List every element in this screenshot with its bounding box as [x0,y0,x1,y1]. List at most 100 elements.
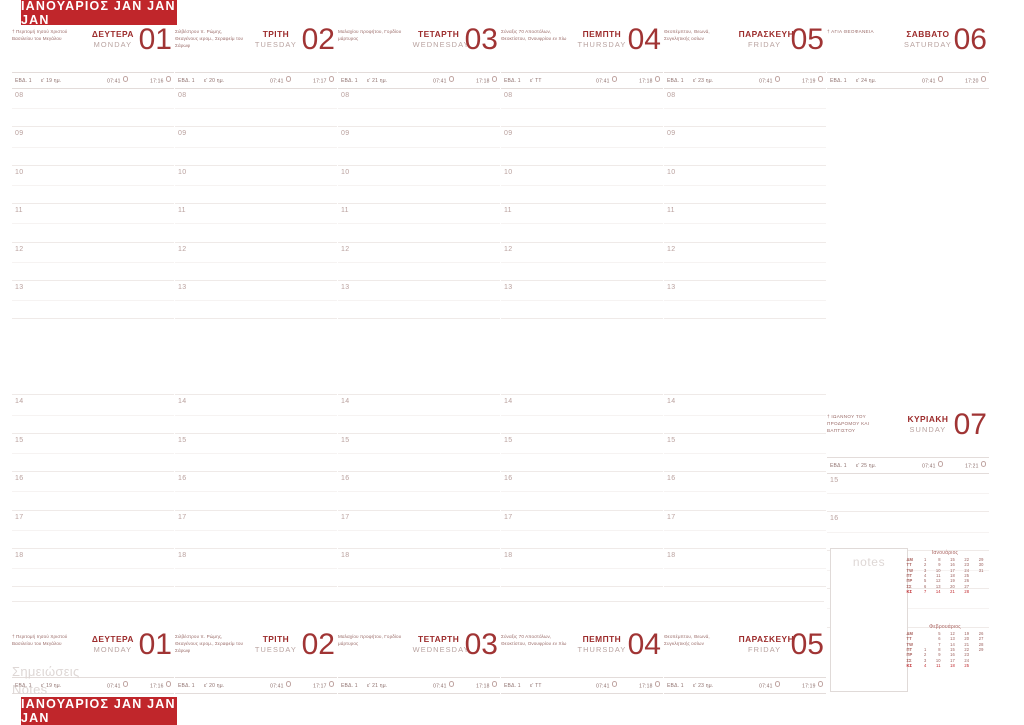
hour-slot[interactable]: 14 [12,395,174,434]
hour-slot[interactable]: 13 [175,281,337,320]
mini-calendar-day[interactable]: 21 [950,589,955,595]
hour-slot[interactable]: 15 [338,434,500,473]
mini-calendar-day[interactable]: 7 [938,641,941,647]
hour-slot[interactable]: 18 [175,549,337,588]
hour-slot[interactable]: 10 [12,166,174,205]
hour-slot[interactable]: 14 [501,395,663,434]
hour-slot[interactable]: 17 [175,511,337,549]
mini-calendar-day[interactable]: 18 [950,573,955,579]
hour-slot[interactable]: 12 [501,243,663,281]
hour-slot[interactable]: 09 [664,127,826,166]
hour-slot[interactable]: 18 [338,549,500,588]
mini-calendar-day[interactable]: 13 [950,636,955,642]
mini-calendar-day[interactable]: 22 [964,647,970,653]
mini-calendar-day[interactable]: 13 [935,583,941,589]
hour-slot[interactable]: 16 [175,472,337,511]
hour-slot[interactable]: 10 [338,166,500,205]
mini-calendar-day[interactable]: 16 [950,652,955,658]
hour-slot[interactable]: 12 [664,243,826,281]
mini-calendar-day[interactable]: 25 [964,663,970,669]
hour-slot[interactable]: 08 [338,89,500,128]
mini-calendar-day[interactable]: 8 [938,647,941,653]
mini-calendar-day[interactable]: 10 [935,567,941,573]
hour-slot[interactable]: 08 [664,89,826,128]
hour-slot[interactable]: 17 [664,511,826,549]
mini-calendar-day[interactable]: 12 [935,578,941,584]
hour-slot[interactable]: 16 [827,512,989,551]
mini-calendar-day[interactable]: 31 [978,567,984,573]
mini-calendar-day[interactable]: 4 [923,663,927,669]
hour-slot[interactable]: 18 [664,549,826,588]
hour-slot[interactable]: 15 [175,434,337,473]
mini-calendar-day[interactable]: 10 [935,657,941,663]
hour-slot[interactable]: 12 [175,243,337,281]
hour-slot[interactable]: 17 [12,511,174,549]
hour-slot[interactable]: 12 [338,243,500,281]
hour-slot-blank[interactable] [664,319,826,396]
hour-slot[interactable]: 18 [501,549,663,588]
mini-calendar-day[interactable]: 3 [923,567,927,573]
mini-calendar-day[interactable]: 8 [938,556,941,562]
hour-slot[interactable]: 11 [175,204,337,243]
hour-slot-blank[interactable] [501,319,663,396]
hour-slot[interactable]: 13 [338,281,500,320]
mini-calendar-day[interactable]: 19 [964,630,970,636]
mini-calendar-day[interactable]: 26 [978,630,984,636]
mini-calendar-day[interactable] [970,664,984,669]
hour-slot[interactable]: 15 [827,474,989,513]
hour-slot[interactable]: 13 [664,281,826,320]
mini-calendar-day[interactable]: 24 [964,567,970,573]
hour-slot[interactable]: 13 [501,281,663,320]
hour-slot[interactable]: 18 [12,549,174,588]
mini-calendar-day[interactable]: 28 [964,589,970,595]
hour-slot[interactable]: 09 [501,127,663,166]
hour-slot[interactable]: 08 [175,89,337,128]
hour-slot[interactable]: 14 [175,395,337,434]
mini-calendar-january[interactable]: Ιανουάριος ΔΜ 1 8 15 22 29 ΤΤ 2 9 16 23 30 ΤW 3 10 17 24… [906,550,984,595]
mini-calendar-day[interactable] [970,590,984,595]
hour-slot[interactable]: 16 [501,472,663,511]
mini-calendar-day[interactable]: 20 [964,636,970,642]
hour-slot[interactable]: 12 [12,243,174,281]
mini-calendar-day[interactable]: 5 [938,630,941,636]
hour-slot[interactable]: 10 [501,166,663,205]
mini-calendar-day[interactable]: 21 [964,641,970,647]
mini-calendar-day[interactable]: 15 [950,556,955,562]
mini-calendar-day[interactable]: 28 [978,641,984,647]
mini-calendar-day[interactable]: 25 [964,573,970,579]
mini-calendar-day[interactable]: 17 [950,567,955,573]
mini-calendar-day[interactable]: 4 [923,573,927,579]
mini-calendar-day[interactable]: 30 [978,562,984,568]
notes-box[interactable]: notes [830,548,908,692]
hour-slot[interactable]: 10 [175,166,337,205]
mini-calendar-day[interactable]: 14 [935,589,941,595]
mini-calendar-day[interactable]: 23 [964,562,970,568]
mini-calendar-day[interactable]: 20 [950,583,955,589]
hour-slot[interactable]: 11 [664,204,826,243]
hour-slot[interactable]: 17 [501,511,663,549]
hour-slot[interactable]: 10 [664,166,826,205]
mini-calendar-day[interactable]: 6 [938,636,941,642]
mini-calendar-day[interactable]: 5 [923,578,927,584]
mini-calendar-day[interactable]: 18 [950,663,955,669]
mini-calendar-day[interactable]: 16 [950,562,955,568]
hour-slot[interactable]: 11 [12,204,174,243]
mini-calendar-february[interactable]: Φεβρουάριος ΔΜ 5 12 19 26 ΤΤ 6 13 20 27 ΤW 7 14 21 28 Π… [906,624,984,669]
hour-slot[interactable]: 14 [338,395,500,434]
hour-slot[interactable]: 09 [12,127,174,166]
mini-calendar-day[interactable]: 11 [936,663,941,669]
mini-calendar-day[interactable]: 24 [964,657,970,663]
mini-calendar-day[interactable]: 1 [923,556,927,562]
mini-calendar-day[interactable]: 26 [964,578,970,584]
hour-slot[interactable]: 08 [12,89,174,128]
hour-slot[interactable]: 09 [338,127,500,166]
mini-calendar-day[interactable]: 29 [978,647,984,653]
hour-slot-blank[interactable] [175,319,337,396]
mini-calendar-day[interactable]: 9 [938,562,941,568]
mini-calendar-day[interactable]: 14 [950,641,955,647]
hour-slot[interactable]: 15 [664,434,826,473]
hour-slot[interactable]: 13 [12,281,174,320]
mini-calendar-day[interactable]: 9 [938,652,941,658]
mini-calendar-day[interactable]: 22 [964,556,970,562]
mini-calendar-day[interactable]: 15 [950,647,955,653]
